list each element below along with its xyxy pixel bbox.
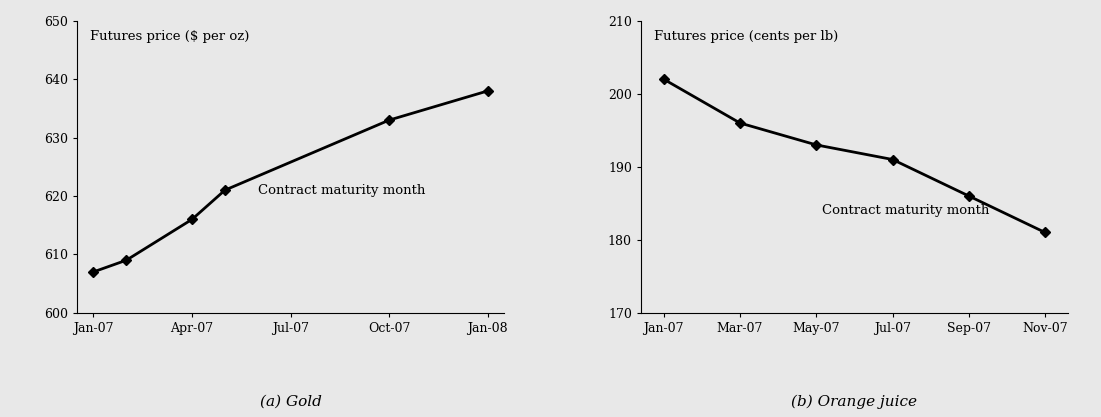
Text: (a) Gold: (a) Gold — [260, 394, 321, 409]
Text: Contract maturity month: Contract maturity month — [259, 183, 426, 197]
Text: Futures price ($ per oz): Futures price ($ per oz) — [90, 30, 249, 43]
Text: (b) Orange juice: (b) Orange juice — [792, 394, 917, 409]
Text: Futures price (cents per lb): Futures price (cents per lb) — [654, 30, 838, 43]
Text: Contract maturity month: Contract maturity month — [822, 204, 990, 217]
